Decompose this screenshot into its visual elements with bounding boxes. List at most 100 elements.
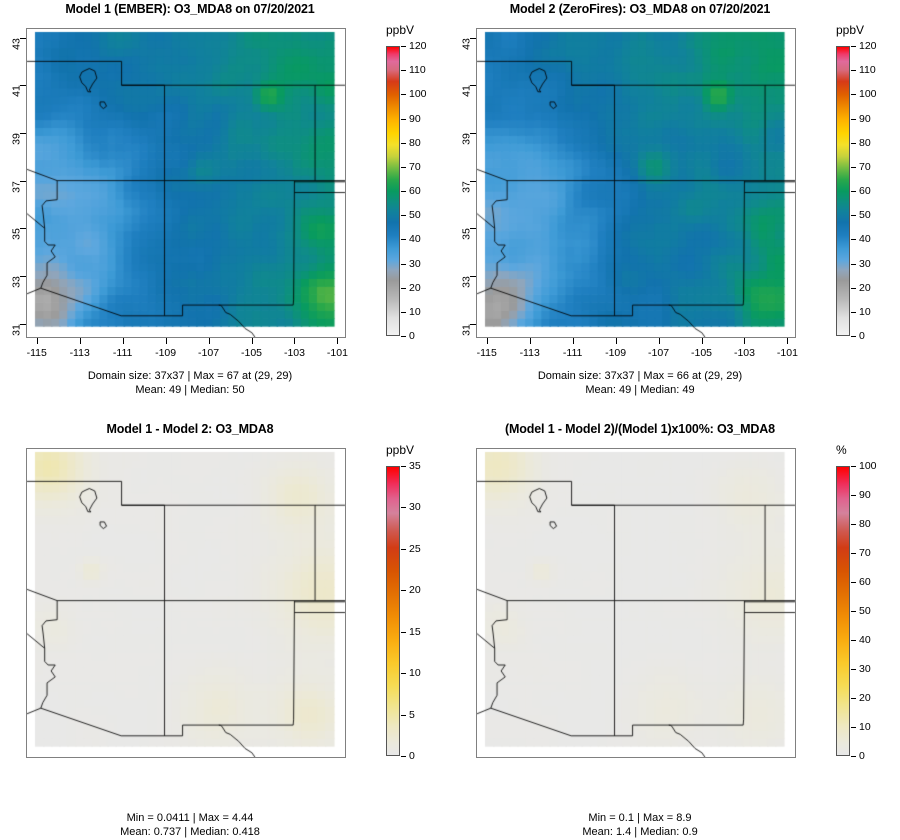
x-tick-mark [744,338,746,344]
y-tick-label: 33 [461,276,473,288]
x-tick-label: -103 [733,347,755,359]
colorbar-tick-label: 10 [859,305,871,318]
y-tick-mark [470,276,476,277]
colorbar-tick-mark [851,166,856,168]
y-axis-model2: 31 33 35 37 39 41 43 [450,28,476,338]
colorbar-tick-label: 100 [859,460,877,472]
y-tick-label: 31 [11,323,23,336]
panel-title-percent-difference: (Model 1 - Model 2)/(Model 1)x100%: O3_M… [505,422,775,436]
panel-caption-model1: Domain size: 37x37 | Max = 67 at (29, 29… [87,370,293,396]
map-plot-difference[interactable] [26,448,346,758]
map-plot-model1[interactable] [26,28,346,338]
colorbar-tick-label: 60 [859,576,871,588]
x-tick-mark [701,338,703,344]
y-tick-mark [20,85,26,87]
map-plot-model2[interactable] [476,28,796,338]
x-tick-label: -101 [326,347,348,359]
panel-model1: Model 1 (EMBER): O3_MDA8 on 07/20/2021 -1… [0,0,450,420]
colorbar-tick-mark [851,70,856,72]
colorbar-tick-mark [401,263,406,265]
colorbar-tick-mark [851,142,856,144]
colorbar-model1: ppbV 0 10 20 30 40 50 60 70 80 90 100 110 120 [386,23,446,342]
colorbar-tick-mark [851,495,856,496]
colorbar-tick-label: 120 [859,40,877,52]
colorbar-tick-mark [851,466,856,467]
colorbar-percent-difference: % 0 10 20 30 40 50 60 70 80 90 100 [836,443,896,762]
colorbar-tick-label: 5 [409,708,415,721]
x-tick-mark [36,338,38,344]
panel-title-model1: Model 1 (EMBER): O3_MDA8 on 07/20/2021 [65,2,315,16]
colorbar-model2: ppbV 0 10 20 30 40 50 60 70 80 90 100 110 120 [836,23,896,342]
x-tick-mark [122,338,124,344]
colorbar-tick-mark [401,311,406,313]
colorbar-gradient-percent-difference [836,466,850,756]
colorbar-tick-label: 50 [859,605,871,617]
colorbar-tick-label: 100 [409,88,427,101]
colorbar-tick-mark [401,336,406,337]
x-tick-label: -113 [69,347,90,359]
colorbar-tick-label: 50 [859,209,871,222]
colorbar-tick-label: 80 [859,518,871,530]
colorbar-tick-mark [401,142,406,144]
colorbar-difference: ppbV 0 5 10 15 20 25 30 35 [386,443,446,762]
colorbar-tick-mark [401,215,406,217]
colorbar-tick-label: 30 [859,257,871,270]
colorbar-unit-model2: ppbV [836,23,865,37]
x-tick-label: -109 [605,347,627,359]
y-tick-mark [470,132,476,134]
colorbar-tick-label: 0 [859,750,865,762]
y-tick-label: 43 [461,37,473,50]
x-tick-label: -105 [240,347,263,359]
colorbar-tick-mark [851,524,856,525]
x-axis-model2: -115 -113 -111 -109 -107 -105 -103 -101 [476,338,798,372]
y-tick-label: 31 [461,323,473,336]
colorbar-tick-mark [401,590,406,592]
colorbar-tick-mark [401,166,406,168]
colorbar-tick-mark [401,507,406,509]
x-tick-label: -105 [690,347,713,359]
colorbar-tick-label: 0 [409,330,415,342]
colorbar-tick-label: 20 [409,584,421,597]
x-tick-mark [529,338,531,344]
x-tick-label: -111 [112,347,133,359]
x-tick-label: -113 [519,347,540,359]
panel-difference: Model 1 - Model 2: O3_MDA8 Min = 0.0411 |… [0,420,450,840]
colorbar-tick-mark [851,756,856,757]
y-axis-model1: 31 33 35 37 39 41 43 [0,28,26,338]
colorbar-tick-label: 20 [409,281,421,294]
colorbar-tick-label: 110 [859,64,876,77]
y-tick-mark [20,276,26,277]
panel-title-difference: Model 1 - Model 2: O3_MDA8 [106,422,274,436]
x-tick-mark [658,338,660,344]
colorbar-tick-label: 50 [409,209,421,222]
panel-caption-percent-difference: Min = 0.1 | Max = 8.9 Mean: 1.4 | Median… [582,812,698,838]
x-tick-label: -111 [562,347,583,359]
colorbar-tick-label: 70 [859,547,871,559]
y-tick-mark [470,37,476,39]
x-axis-model1: -115 -113 -111 -109 -107 -105 -103 -101 [26,338,348,372]
colorbar-tick-label: 20 [859,692,871,704]
colorbar-unit-difference: ppbV [386,443,415,457]
x-tick-label: -107 [198,347,220,359]
x-tick-mark [615,338,617,344]
colorbar-tick-label: 10 [409,667,421,680]
y-tick-mark [20,180,26,182]
y-tick-mark [20,132,26,134]
colorbar-tick-mark [851,215,856,217]
map-plot-percent-difference[interactable] [476,448,796,758]
x-tick-mark [787,338,789,344]
x-tick-label: -115 [26,347,47,359]
colorbar-tick-label: 10 [409,305,421,318]
x-tick-mark [165,338,167,344]
y-tick-label: 41 [11,85,23,98]
colorbar-tick-mark [401,70,406,72]
colorbar-tick-label: 30 [859,663,871,675]
colorbar-tick-label: 0 [409,750,415,762]
x-tick-mark [251,338,253,344]
colorbar-tick-mark [851,263,856,265]
colorbar-tick-mark [851,46,856,47]
colorbar-tick-mark [401,466,406,467]
colorbar-tick-mark [851,582,856,583]
y-tick-label: 41 [461,85,473,98]
